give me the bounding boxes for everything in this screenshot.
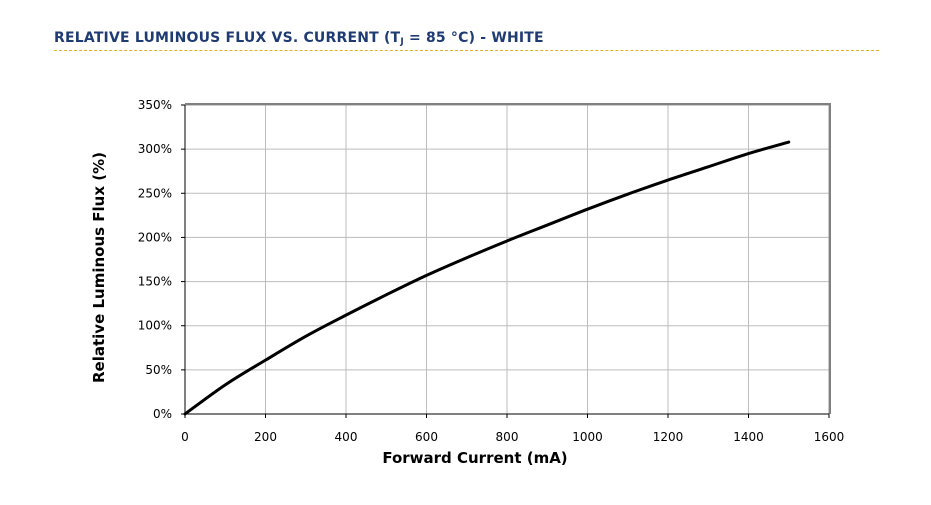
x-tick-label: 1200	[653, 430, 684, 444]
x-tick-label: 800	[496, 430, 519, 444]
x-tick-label: 400	[335, 430, 358, 444]
y-axis-label: Relative Luminous Flux (%)	[90, 152, 108, 383]
x-tick-label: 1400	[733, 430, 764, 444]
y-tick-label: 300%	[138, 142, 172, 156]
x-axis-label: Forward Current (mA)	[382, 449, 567, 467]
plot-frame-shadow-right	[829, 103, 831, 414]
grid-lines	[185, 104, 830, 414]
y-tick-label: 0%	[153, 407, 172, 421]
y-tick-label: 50%	[145, 363, 172, 377]
title-divider	[54, 50, 879, 51]
x-tick-label: 600	[415, 430, 438, 444]
y-tick-label: 200%	[138, 230, 172, 244]
y-tick-label: 150%	[138, 275, 172, 289]
x-tick-label: 200	[254, 430, 277, 444]
plot-frame-shadow-top	[185, 103, 831, 105]
y-tick-label: 250%	[138, 186, 172, 200]
x-tick-label: 0	[181, 430, 189, 444]
y-tick-label: 100%	[138, 319, 172, 333]
x-axis-ticks: 0 200 400 600 800 1000 1200 1400 1600	[181, 414, 844, 444]
series-line	[183, 140, 791, 416]
x-tick-label: 1600	[814, 430, 845, 444]
y-tick-label: 350%	[138, 98, 172, 112]
chart-title: RELATIVE LUMINOUS FLUX VS. CURRENT (TJ =…	[54, 30, 544, 47]
y-axis-ticks: 0% 50% 100% 150% 200% 250% 300% 350%	[138, 98, 185, 421]
series-layer	[183, 140, 791, 416]
x-tick-label: 1000	[572, 430, 603, 444]
